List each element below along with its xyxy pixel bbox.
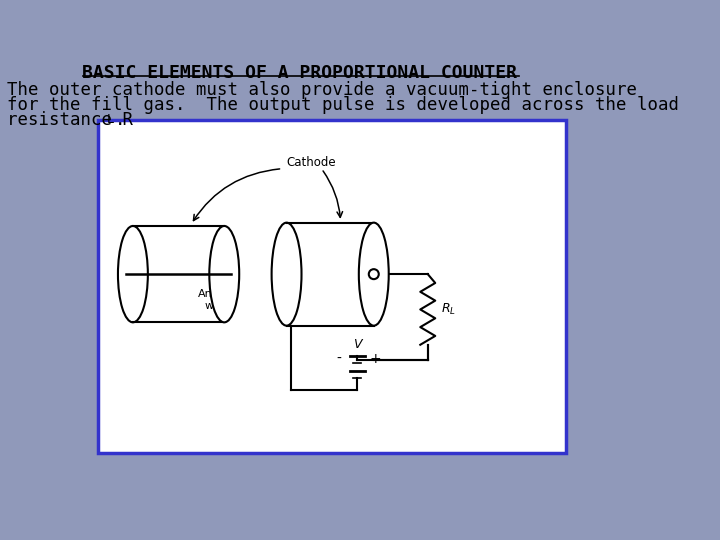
Circle shape [369, 269, 379, 279]
Ellipse shape [271, 222, 302, 326]
Ellipse shape [118, 226, 148, 322]
Text: V: V [353, 338, 361, 350]
Text: Anode
wire: Anode wire [198, 289, 234, 310]
Text: L: L [107, 113, 114, 126]
Ellipse shape [210, 226, 239, 322]
Text: BASIC ELEMENTS OF A PROPORTIONAL COUNTER: BASIC ELEMENTS OF A PROPORTIONAL COUNTER [81, 64, 516, 82]
Text: resistance R: resistance R [6, 111, 132, 130]
Text: Cathode: Cathode [287, 156, 336, 168]
Text: -: - [336, 352, 341, 366]
Text: +: + [369, 352, 382, 366]
Text: $R_L$: $R_L$ [441, 302, 456, 317]
Text: for the fill gas.  The output pulse is developed across the load: for the fill gas. The output pulse is de… [6, 97, 679, 114]
Ellipse shape [359, 222, 389, 326]
Text: The outer cathode must also provide a vacuum-tight enclosure: The outer cathode must also provide a va… [6, 82, 636, 99]
FancyBboxPatch shape [98, 120, 567, 453]
Text: .: . [114, 111, 125, 130]
